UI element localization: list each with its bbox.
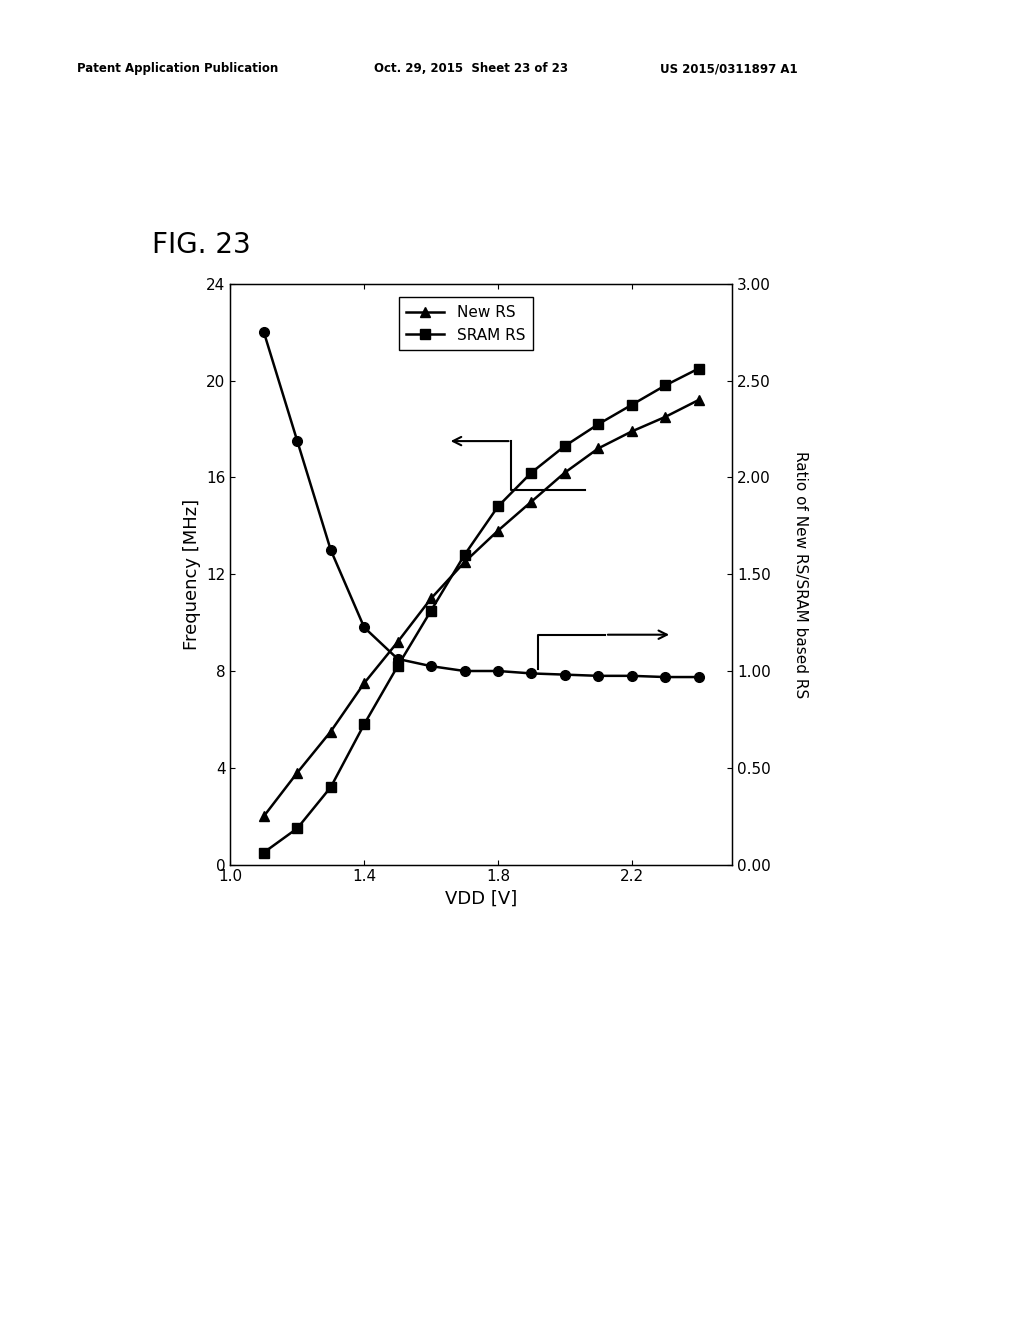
SRAM RS	[358, 717, 371, 733]
Line: SRAM RS: SRAM RS	[259, 363, 703, 858]
Y-axis label: Ratio of New RS/SRAM based RS: Ratio of New RS/SRAM based RS	[794, 450, 808, 698]
SRAM RS	[459, 546, 471, 562]
SRAM RS	[391, 659, 403, 675]
SRAM RS	[626, 397, 638, 413]
SRAM RS	[291, 820, 303, 837]
SRAM RS	[559, 438, 571, 454]
New RS	[258, 808, 270, 824]
New RS	[559, 465, 571, 480]
SRAM RS	[325, 779, 337, 795]
SRAM RS	[692, 360, 705, 376]
X-axis label: VDD [V]: VDD [V]	[445, 890, 517, 908]
New RS	[325, 723, 337, 739]
New RS	[358, 676, 371, 692]
New RS	[492, 523, 504, 539]
New RS	[525, 494, 538, 510]
Y-axis label: Frequency [MHz]: Frequency [MHz]	[182, 499, 201, 649]
SRAM RS	[258, 845, 270, 861]
Text: US 2015/0311897 A1: US 2015/0311897 A1	[660, 62, 798, 75]
New RS	[425, 590, 437, 606]
SRAM RS	[525, 465, 538, 480]
Legend: New RS, SRAM RS: New RS, SRAM RS	[398, 297, 532, 350]
New RS	[659, 409, 672, 425]
New RS	[692, 392, 705, 408]
Text: Patent Application Publication: Patent Application Publication	[77, 62, 279, 75]
Text: FIG. 23: FIG. 23	[152, 231, 250, 259]
New RS	[391, 634, 403, 649]
Text: Oct. 29, 2015  Sheet 23 of 23: Oct. 29, 2015 Sheet 23 of 23	[374, 62, 567, 75]
New RS	[291, 764, 303, 780]
SRAM RS	[492, 499, 504, 515]
SRAM RS	[592, 416, 604, 432]
New RS	[459, 554, 471, 570]
SRAM RS	[425, 603, 437, 619]
New RS	[592, 441, 604, 457]
SRAM RS	[659, 378, 672, 393]
Line: New RS: New RS	[259, 395, 703, 821]
New RS	[626, 424, 638, 440]
